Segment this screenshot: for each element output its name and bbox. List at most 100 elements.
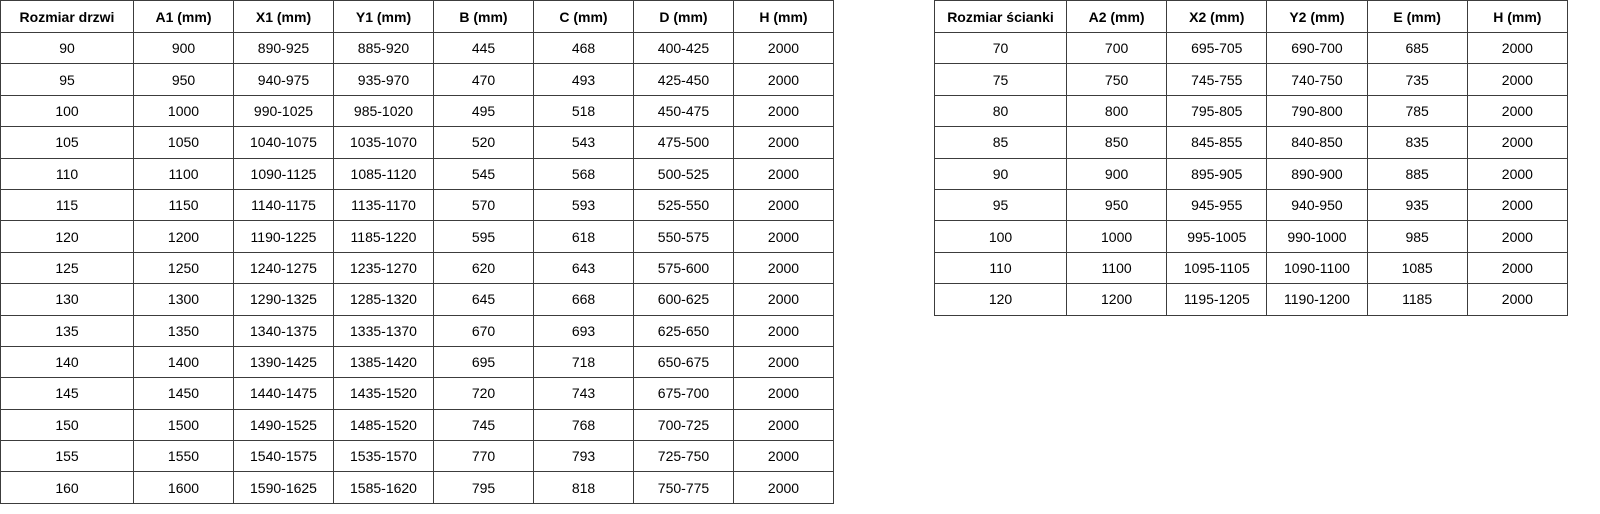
table-cell: 800 [1065,94,1168,128]
table-row: 115 1150 1140-1175 1135-1170 570 593 525-550 20… [0,188,834,222]
table-cell: 425-450 [633,63,734,96]
table-cell: 890-925 [233,31,334,65]
column-header: Y2 (mm) [1266,0,1368,33]
door-size-table: Rozmiar drzwi A1 (mm) X1 (mm) Y1 (mm) B (mm)… [0,0,834,504]
wall-size-table: Rozmiar ścianki A2 (mm) X2 (mm) Y2 (mm) E (m… [934,0,1569,316]
table-cell: 80 [934,94,1067,128]
table-cell: 1100 [1065,251,1168,285]
table-row: 125 1250 1240-1275 1235-1270 620 643 575-600 20… [0,251,834,285]
table-cell: 1090-1100 [1266,251,1368,285]
table-cell: 1385-1420 [333,345,434,379]
table-cell: 1250 [133,251,234,285]
table-cell: 2000 [733,345,834,379]
table-cell: 950 [133,63,234,96]
table-cell: 885-920 [333,31,434,65]
table-cell: 1500 [133,408,234,442]
table-cell: 695-705 [1166,31,1268,65]
table-cell: 940-975 [233,63,334,96]
table-cell: 735 [1366,63,1468,96]
table-cell: 1350 [133,314,234,347]
column-header: C (mm) [533,0,634,33]
table-cell: 2000 [733,220,834,253]
table-cell: 568 [533,157,634,190]
table-cell: 75 [934,63,1067,96]
table-cell: 105 [0,126,134,159]
table-cell: 720 [433,377,534,410]
table-cell: 1485-1520 [333,408,434,442]
column-header: E (mm) [1366,0,1468,33]
table-cell: 935-970 [333,63,434,96]
table-row: 70 700 695-705 690-700 685 2000 [934,31,1569,65]
table-cell: 475-500 [633,126,734,159]
table-cell: 885 [1366,157,1468,190]
table-cell: 600-625 [633,283,734,316]
table-cell: 500-525 [633,157,734,190]
table-cell: 1285-1320 [333,283,434,316]
table-cell: 125 [0,251,134,285]
table-cell: 850 [1065,126,1168,159]
column-header: Rozmiar drzwi [0,0,134,33]
table-cell: 2000 [733,377,834,410]
table-cell: 940-950 [1266,188,1368,222]
table-cell: 2000 [1466,63,1569,96]
table-cell: 1440-1475 [233,377,334,410]
table-cell: 2000 [733,157,834,190]
table-cell: 1200 [133,220,234,253]
table-row: 120 1200 1195-1205 1190-1200 1185 2000 [934,283,1569,316]
table-cell: 2000 [1466,251,1569,285]
column-header: Y1 (mm) [333,0,434,33]
table-row: 80 800 795-805 790-800 785 2000 [934,94,1569,128]
table-cell: 990-1025 [233,94,334,128]
table-cell: 1135-1170 [333,188,434,222]
table-cell: 470 [433,63,534,96]
table-cell: 745-755 [1166,63,1268,96]
table-cell: 618 [533,220,634,253]
table-cell: 845-855 [1166,126,1268,159]
table-cell: 1590-1625 [233,471,334,504]
table-row: 110 1100 1095-1105 1090-1100 1085 2000 [934,251,1569,285]
table-cell: 695 [433,345,534,379]
table-row: 100 1000 995-1005 990-1000 985 2000 [934,220,1569,253]
table-cell: 2000 [733,126,834,159]
table-cell: 620 [433,251,534,285]
table-row: 100 1000 990-1025 985-1020 495 518 450-475 2000 [0,94,834,128]
table-row: 120 1200 1190-1225 1185-1220 595 618 550-575 20… [0,220,834,253]
table-row: 90 900 895-905 890-900 885 2000 [934,157,1569,190]
table-cell: 1550 [133,440,234,473]
table-cell: 900 [1065,157,1168,190]
table-cell: 1190-1225 [233,220,334,253]
table-cell: 1535-1570 [333,440,434,473]
column-header: Rozmiar ścianki [934,0,1067,33]
table-cell: 818 [533,471,634,504]
table-cell: 795-805 [1166,94,1268,128]
table-cell: 1400 [133,345,234,379]
column-header: H (mm) [733,0,834,33]
table-cell: 120 [0,220,134,253]
table-row: 140 1400 1390-1425 1385-1420 695 718 650-675 20… [0,345,834,379]
table-cell: 2000 [1466,283,1569,316]
table-cell: 575-600 [633,251,734,285]
table-cell: 645 [433,283,534,316]
table-cell: 130 [0,283,134,316]
table-cell: 2000 [733,188,834,222]
table-cell: 668 [533,283,634,316]
table-cell: 840-850 [1266,126,1368,159]
table-cell: 1090-1125 [233,157,334,190]
column-header: A1 (mm) [133,0,234,33]
table-cell: 543 [533,126,634,159]
column-header: H (mm) [1466,0,1569,33]
table-cell: 150 [0,408,134,442]
table-cell: 145 [0,377,134,410]
table-cell: 1050 [133,126,234,159]
table-cell: 90 [934,157,1067,190]
table-cell: 900 [133,31,234,65]
table-row: 160 1600 1590-1625 1585-1620 795 818 750-775 20… [0,471,834,504]
table-row: 75 750 745-755 740-750 735 2000 [934,63,1569,96]
table-cell: 1340-1375 [233,314,334,347]
table-row: 155 1550 1540-1575 1535-1570 770 793 725-750 20… [0,440,834,473]
table-cell: 1185 [1366,283,1468,316]
table-cell: 115 [0,188,134,222]
table-cell: 985-1020 [333,94,434,128]
table-cell: 2000 [1466,157,1569,190]
table-cell: 2000 [1466,188,1569,222]
